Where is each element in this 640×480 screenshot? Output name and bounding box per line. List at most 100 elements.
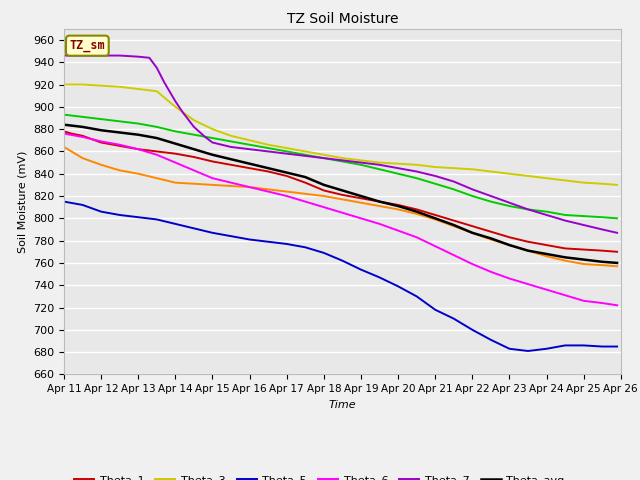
Theta_6 bbox=[613, 302, 621, 308]
Theta_6 bbox=[468, 261, 476, 267]
Theta_avg bbox=[209, 152, 216, 157]
Theta_4 bbox=[283, 148, 291, 154]
Theta_3 bbox=[283, 145, 291, 151]
Theta_avg bbox=[60, 122, 68, 128]
Theta_avg bbox=[97, 127, 105, 133]
Theta_2 bbox=[246, 184, 253, 190]
Theta_2 bbox=[227, 183, 235, 189]
Theta_1 bbox=[468, 223, 476, 229]
Theta_7 bbox=[580, 222, 588, 228]
Theta_7 bbox=[153, 65, 161, 71]
Theta_3 bbox=[450, 165, 458, 171]
Theta_5 bbox=[598, 344, 606, 349]
Theta_avg bbox=[153, 135, 161, 141]
Theta_6 bbox=[487, 269, 495, 275]
Theta_7 bbox=[543, 212, 550, 218]
Theta_4 bbox=[116, 119, 124, 124]
Theta_7 bbox=[97, 53, 105, 59]
Theta_1 bbox=[209, 158, 216, 164]
Theta_avg bbox=[506, 242, 513, 248]
Theta_5 bbox=[79, 202, 86, 208]
Theta_7 bbox=[60, 53, 68, 59]
Theta_2 bbox=[580, 261, 588, 267]
Theta_7 bbox=[301, 153, 309, 159]
Theta_4 bbox=[190, 132, 198, 138]
Theta_6 bbox=[561, 292, 569, 298]
Theta_2 bbox=[487, 237, 495, 242]
Theta_4 bbox=[357, 162, 365, 168]
Theta_4 bbox=[172, 129, 179, 134]
Theta_5 bbox=[264, 239, 272, 245]
Theta_1 bbox=[301, 180, 309, 186]
Theta_3 bbox=[172, 104, 179, 110]
Theta_2 bbox=[561, 258, 569, 264]
Theta_5 bbox=[357, 267, 365, 273]
Theta_6 bbox=[134, 146, 142, 152]
Theta_1 bbox=[580, 247, 588, 252]
Theta_1 bbox=[60, 129, 68, 134]
Theta_2 bbox=[134, 171, 142, 177]
Theta_3 bbox=[97, 83, 105, 88]
Theta_avg bbox=[431, 216, 439, 221]
Theta_2 bbox=[283, 189, 291, 194]
Theta_avg bbox=[580, 257, 588, 263]
Theta_5 bbox=[320, 250, 328, 256]
Theta_avg bbox=[172, 141, 179, 146]
Theta_3 bbox=[227, 133, 235, 139]
Theta_5 bbox=[543, 346, 550, 352]
Theta_6 bbox=[246, 184, 253, 190]
Theta_2 bbox=[524, 248, 532, 253]
Theta_2 bbox=[376, 203, 383, 209]
Theta_2 bbox=[172, 180, 179, 186]
Theta_3 bbox=[264, 142, 272, 148]
Theta_avg bbox=[227, 156, 235, 162]
Theta_7 bbox=[116, 53, 124, 59]
Theta_5 bbox=[97, 209, 105, 215]
Theta_6 bbox=[60, 131, 68, 136]
Theta_7 bbox=[320, 155, 328, 161]
Theta_1 bbox=[394, 202, 402, 208]
Line: Theta_2: Theta_2 bbox=[64, 147, 617, 266]
Theta_avg bbox=[598, 259, 606, 264]
Theta_avg bbox=[79, 124, 86, 130]
Theta_5 bbox=[431, 307, 439, 312]
Theta_7 bbox=[487, 193, 495, 199]
Theta_7 bbox=[190, 124, 198, 130]
Line: Theta_avg: Theta_avg bbox=[64, 125, 617, 263]
Theta_6 bbox=[524, 281, 532, 287]
Theta_5 bbox=[227, 233, 235, 239]
Theta_7 bbox=[264, 148, 272, 154]
Theta_1 bbox=[339, 192, 346, 198]
Theta_7 bbox=[179, 109, 187, 115]
Theta_7 bbox=[357, 160, 365, 166]
Theta_2 bbox=[116, 168, 124, 173]
Theta_7 bbox=[172, 98, 179, 104]
Theta_3 bbox=[598, 181, 606, 187]
Theta_avg bbox=[134, 132, 142, 138]
Theta_1 bbox=[450, 217, 458, 223]
Theta_6 bbox=[264, 189, 272, 194]
Theta_4 bbox=[561, 212, 569, 218]
Theta_7 bbox=[161, 79, 168, 85]
Theta_1 bbox=[431, 212, 439, 218]
Theta_3 bbox=[580, 180, 588, 186]
Line: Theta_5: Theta_5 bbox=[64, 202, 617, 351]
Theta_4 bbox=[431, 181, 439, 187]
Theta_6 bbox=[172, 160, 179, 166]
Theta_5 bbox=[60, 199, 68, 204]
Theta_6 bbox=[227, 180, 235, 186]
Theta_5 bbox=[468, 327, 476, 333]
Theta_1 bbox=[543, 242, 550, 248]
Theta_2 bbox=[613, 264, 621, 269]
Theta_3 bbox=[153, 88, 161, 94]
Theta_1 bbox=[79, 133, 86, 139]
Theta_4 bbox=[543, 209, 550, 215]
Theta_1 bbox=[246, 165, 253, 171]
Legend: Theta_1, Theta_2, Theta_3, Theta_4, Theta_5, Theta_6, Theta_7, Theta_avg: Theta_1, Theta_2, Theta_3, Theta_4, Thet… bbox=[70, 471, 569, 480]
Theta_4 bbox=[598, 215, 606, 220]
Theta_4 bbox=[264, 145, 272, 151]
Theta_4 bbox=[60, 112, 68, 118]
Theta_6 bbox=[339, 210, 346, 216]
Theta_5 bbox=[116, 212, 124, 218]
Line: Theta_3: Theta_3 bbox=[64, 84, 617, 185]
